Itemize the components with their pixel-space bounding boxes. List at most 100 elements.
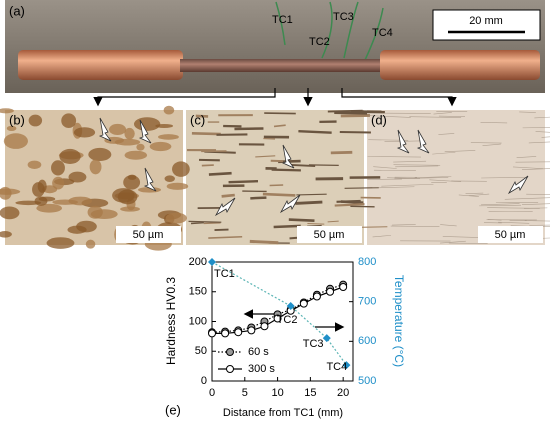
streak [392,224,416,226]
y-tick-label: 200 [189,256,207,268]
streak [334,111,368,115]
marker [342,361,351,370]
grain [6,125,17,132]
grain [0,108,14,114]
x-axis-label: Distance from TC1 (mm) [223,407,343,419]
streak [367,156,421,158]
grain [59,148,81,165]
tc-label: TC3 [333,11,354,23]
tc-label: TC1 [272,14,293,26]
streak [444,150,476,152]
streak [522,127,550,129]
grain [108,123,127,136]
streak [515,161,550,163]
marker [208,258,216,266]
grain [123,175,141,190]
rod-end [380,50,540,80]
streak [334,202,365,207]
streak [221,193,235,198]
streak [327,220,339,223]
grain [163,105,175,115]
y2-tick-label: 700 [358,296,376,308]
point-label: TC4 [326,361,347,373]
streak [442,236,485,239]
grain [136,143,145,151]
legend-label: 60 s [248,346,269,358]
scale-bar-box [432,9,541,41]
grain [166,182,189,190]
streak [486,218,502,221]
grain [52,176,65,190]
streak [409,116,462,118]
streak [373,166,397,169]
streak [529,224,550,226]
x-tick-label: 10 [271,387,283,399]
panel-label: (b) [9,112,25,127]
grain [0,231,12,238]
streak [498,221,530,224]
grain [52,199,78,205]
grain [158,134,179,140]
streak [535,131,550,133]
streak [269,184,284,187]
grain [112,188,135,203]
streak [190,221,204,225]
scale-bar-label: 50 µm [495,229,526,241]
streak [387,177,421,179]
grain [46,237,75,249]
streak [504,197,550,200]
legend-marker [226,348,234,356]
streak [291,164,316,167]
streak [534,116,550,119]
marker [299,299,308,308]
streak [296,193,327,196]
grain [67,225,87,234]
grain [68,171,87,183]
point-label: TC1 [214,268,235,280]
series-line [211,261,347,366]
streak [288,218,315,222]
streak [512,166,543,169]
marker [286,302,295,311]
streak [524,220,550,222]
streak [465,192,484,194]
streak [372,235,392,238]
streak [395,165,439,168]
point-label: TC3 [303,338,324,350]
y2-tick-label: 600 [358,335,376,347]
streak [255,155,276,158]
streak [336,199,361,203]
grain [124,150,148,160]
streak [262,192,296,197]
streak [480,203,520,206]
tc-label: TC4 [372,27,393,39]
grain [32,182,45,197]
streak [528,141,550,144]
streak [298,129,332,134]
grain [165,212,187,224]
point-label: TC2 [277,314,298,326]
y-tick-label: 100 [189,315,207,327]
grain [61,113,77,128]
marker [247,326,256,335]
chart: Distance from TC1 (mm) Hardness HV0.3 Te… [164,256,406,419]
streak [438,133,455,135]
grain [172,161,190,177]
streak [250,196,267,200]
x-tick-label: 15 [304,387,316,399]
streak [307,223,325,225]
grain [133,117,161,131]
streak [433,112,452,115]
marker [273,314,282,323]
grain [149,141,172,152]
grain [87,205,103,219]
y2-axis-label: Temperature (°C) [392,275,406,367]
scale-bar-label: 50 µm [133,229,164,241]
streak [228,180,259,184]
grain [124,127,135,140]
streak [524,207,548,209]
streak [381,183,434,187]
streak [481,177,526,179]
x-tick-label: 5 [242,387,248,399]
